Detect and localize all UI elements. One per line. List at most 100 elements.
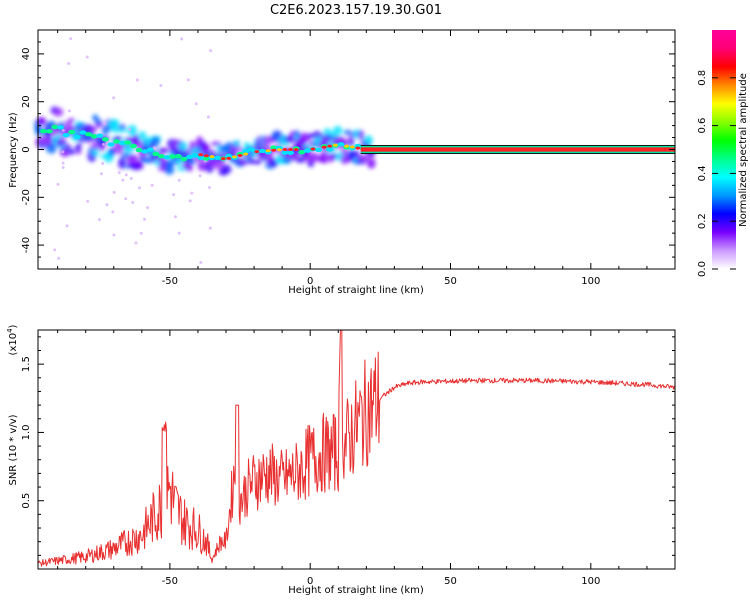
x-tick-label: -50 <box>162 576 178 587</box>
colorbar-tick-label: 0.8 <box>697 70 708 86</box>
spectrogram-cell <box>208 186 212 190</box>
spectrogram-cell <box>124 173 128 177</box>
spectrogram-cell <box>162 148 170 154</box>
spectrogram-cell <box>349 145 355 149</box>
spectrogram-cell <box>86 127 97 133</box>
spectrogram-cell <box>97 141 107 146</box>
spectrogram-cell <box>177 141 188 151</box>
spectrogram-cell <box>139 231 143 235</box>
spectrogram-cell <box>146 206 150 210</box>
spectrogram-cell <box>358 129 365 141</box>
spectrogram-cell <box>198 153 204 157</box>
spectrogram-cell <box>135 161 143 168</box>
spectrogram-cell <box>209 155 215 159</box>
spectrogram-cell <box>118 157 127 169</box>
spectrogram-cell <box>86 199 90 203</box>
spectrogram-cell <box>90 134 98 139</box>
spectrogram-cell <box>315 147 323 153</box>
spectrogram-cell <box>85 132 93 137</box>
spectrogram-cell <box>177 178 181 182</box>
spectrogram-y-label: Frequency (Hz) <box>8 112 19 188</box>
spectrogram-cell <box>107 142 115 147</box>
snr-frame <box>37 329 676 570</box>
spectrogram-cell <box>61 161 65 165</box>
spectrogram-cell <box>105 203 109 207</box>
spectrogram-cell <box>96 133 104 138</box>
spectrogram-cell <box>164 165 175 175</box>
spectrogram-cell <box>56 182 60 186</box>
spectrogram-cell <box>191 153 199 158</box>
spectrogram-cell <box>180 37 184 41</box>
spectrogram-cell <box>174 153 182 159</box>
spectrogram-cell <box>36 117 47 125</box>
spectrogram-cell <box>282 148 288 151</box>
y-tick-label: 1.5 <box>21 356 32 372</box>
x-tick-label: 0 <box>307 576 313 587</box>
spectrogram-cell <box>53 248 57 252</box>
spectrogram-cell <box>152 151 160 157</box>
spectrogram-cell <box>135 147 143 153</box>
spectrogram-cell <box>73 134 81 140</box>
spectrogram-cell <box>177 231 181 235</box>
spectrogram-cell <box>188 199 192 203</box>
spectrogram-cell <box>52 107 64 117</box>
spectrogram-cell <box>97 218 101 222</box>
spectrogram-cell <box>46 144 57 154</box>
spectrogram-cell <box>75 143 82 152</box>
spectrogram-cell <box>56 125 64 130</box>
spectrogram-cell <box>67 62 71 66</box>
spectrogram-cell <box>233 140 240 147</box>
spectrogram-cell <box>355 146 361 150</box>
spectrogram-cell <box>127 124 137 137</box>
colorbar-gradient <box>712 30 736 269</box>
spectrogram-cell <box>232 144 242 152</box>
spectrogram-cell <box>180 156 188 162</box>
spectrogram-cell <box>61 150 65 154</box>
spectrogram-cell <box>138 186 142 190</box>
spectrogram-cell <box>265 149 271 153</box>
spectrogram-cell <box>85 55 89 59</box>
spectrogram-cell <box>225 153 233 159</box>
spectrogram-cell <box>186 154 194 160</box>
spectrogram-cell <box>169 154 177 159</box>
spectrogram-cell <box>318 151 330 164</box>
spectrogram-cell <box>271 148 277 152</box>
spectrogram-cell <box>57 256 61 260</box>
spectrogram-cell <box>45 129 53 134</box>
colorbar-tick-label: 0.4 <box>697 165 708 181</box>
spectrogram-cell <box>276 148 282 152</box>
spectrogram-cell <box>287 150 295 155</box>
spectrogram-cell <box>307 133 315 139</box>
snr-x-label: Height of straight line (km) <box>288 585 424 596</box>
spectrogram-cell <box>58 137 65 145</box>
spectrogram-y-ticks: 40 20 0 -20 -40 <box>21 29 675 270</box>
spectrogram-cell <box>288 148 294 151</box>
spectrogram-cell <box>270 145 278 150</box>
x-tick-label: 50 <box>444 276 457 287</box>
spectrogram-cell <box>101 137 109 142</box>
colorbar-tick-label: 0.2 <box>697 213 708 229</box>
spectrogram-cell <box>157 154 165 159</box>
y-tick-label: 1.0 <box>21 424 32 440</box>
x-tick-label: 0 <box>307 276 313 287</box>
spectrogram-cell <box>359 154 370 162</box>
spectrogram-cell <box>40 128 48 134</box>
snr-y-ticks: 0.5 1.0 1.5 <box>21 336 675 570</box>
spectrogram-cell <box>112 96 116 100</box>
spectrogram-cell <box>67 109 71 113</box>
spectrogram-cell <box>113 139 121 144</box>
spectrogram-cell <box>298 132 310 143</box>
spectrogram-cell <box>258 148 266 154</box>
spectrogram-cell <box>101 142 105 146</box>
y-tick-label: 0.5 <box>21 493 32 509</box>
spectrogram-cell <box>51 124 59 130</box>
colorbar-tick-label: 0.0 <box>697 261 708 277</box>
spectrogram-cell <box>172 193 176 197</box>
spectrogram-cell <box>363 135 373 145</box>
spectrogram-cell <box>117 128 127 133</box>
spectrogram-cell <box>62 133 70 138</box>
snr-multiplier: (x104) <box>6 324 19 355</box>
spectrogram-cell <box>251 159 262 165</box>
spectrogram-cell <box>309 152 319 163</box>
spectrogram-cell <box>79 130 87 135</box>
